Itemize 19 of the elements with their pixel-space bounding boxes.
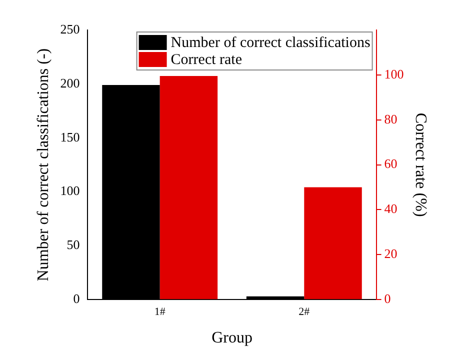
- x-tick-label: 2#: [298, 306, 310, 318]
- y-tick-label: 150: [60, 129, 80, 144]
- legend-label: Correct rate: [170, 52, 242, 68]
- y2-tick-label: 20: [384, 246, 398, 262]
- y2-axis-title: Correct rate (%): [412, 112, 430, 217]
- y2-tick-label: 80: [384, 111, 398, 126]
- y2-tick-label: 0: [384, 291, 391, 306]
- y2-tick-label: 60: [384, 156, 398, 172]
- y-tick-label: 100: [60, 183, 80, 198]
- y2-tick-label: 40: [384, 201, 398, 216]
- y2-tick-label: 100: [384, 66, 404, 82]
- x-tick-label: 1#: [154, 306, 166, 318]
- legend-label: Number of correct classifications: [170, 34, 370, 51]
- y-tick-label: 250: [60, 21, 80, 36]
- x-axis-title: Group: [212, 330, 252, 347]
- y-tick-label: 0: [73, 291, 80, 306]
- y-axis-title: Number of correct classifications (-): [34, 48, 52, 282]
- y-tick-label: 50: [66, 237, 80, 252]
- y-tick-label: 200: [60, 75, 80, 90]
